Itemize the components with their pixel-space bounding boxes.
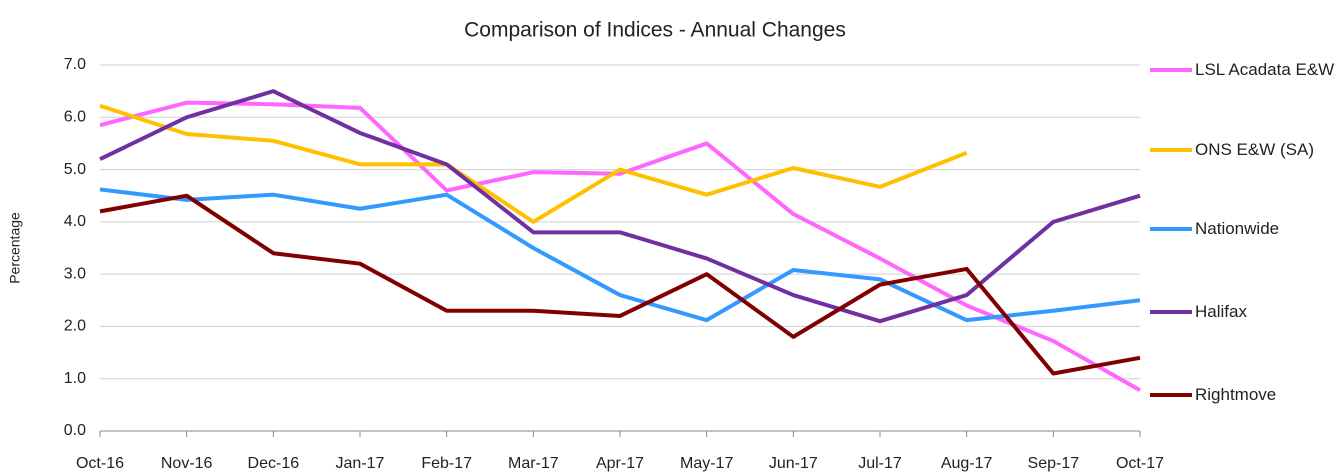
legend-label: LSL Acadata E&W	[1195, 60, 1335, 79]
y-tick-label: 3.0	[64, 265, 86, 282]
x-tick-label: Jul-17	[858, 455, 902, 472]
x-tick-label: Oct-16	[76, 455, 124, 472]
series-line	[99, 89, 1141, 324]
legend-label: Nationwide	[1195, 219, 1280, 238]
y-tick-label: 4.0	[64, 213, 86, 230]
x-tick-label: Jun-17	[769, 455, 818, 472]
x-tick-label: Mar-17	[508, 455, 559, 472]
y-tick-label: 7.0	[64, 56, 86, 73]
series-line	[99, 193, 1141, 376]
y-tick-label: 2.0	[64, 318, 86, 335]
y-axis-label: Percentage	[7, 212, 23, 284]
y-tick-label: 1.0	[64, 370, 86, 387]
x-tick-label: Sep-17	[1028, 455, 1080, 472]
x-tick-label: Apr-17	[596, 455, 644, 472]
y-tick-label: 5.0	[64, 161, 86, 178]
y-tick-label: 6.0	[64, 109, 86, 126]
legend-label: Rightmove	[1195, 385, 1277, 404]
x-tick-label: Dec-16	[248, 455, 300, 472]
x-tick-label: Feb-17	[421, 455, 472, 472]
x-tick-label: Aug-17	[941, 455, 993, 472]
y-tick-label: 0.0	[64, 422, 86, 439]
legend-label: Halifax	[1195, 302, 1247, 321]
legend-label: ONS E&W (SA)	[1195, 140, 1315, 159]
series-line	[99, 187, 1141, 323]
x-tick-label: May-17	[680, 455, 733, 472]
x-tick-label: Oct-17	[1116, 455, 1164, 472]
series-line	[99, 100, 1141, 392]
series-line	[99, 103, 968, 224]
chart-title: Comparison of Indices - Annual Changes	[464, 19, 846, 42]
x-tick-label: Jan-17	[336, 455, 385, 472]
x-tick-label: Nov-16	[161, 455, 213, 472]
